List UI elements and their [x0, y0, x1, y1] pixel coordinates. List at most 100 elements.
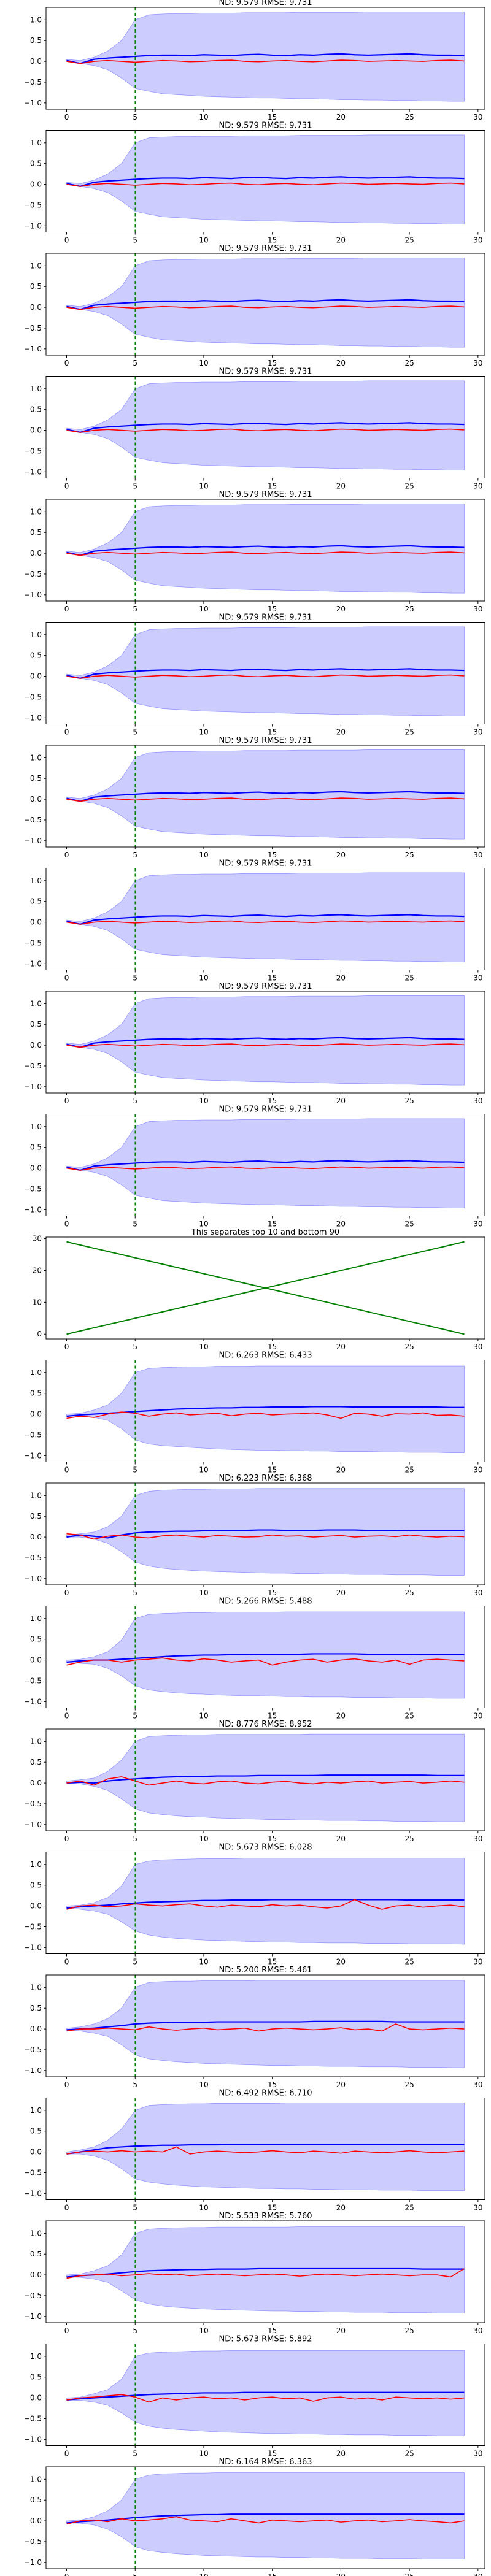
target-line [66, 1899, 465, 1910]
y-tick-label: 0.0 [30, 303, 42, 312]
y-tick-label: 1.0 [30, 261, 42, 270]
y-tick-label: −1.0 [24, 1697, 42, 1706]
chart-panel-2: ND: 9.579 RMSE: 9.731 0 5 10 15 20 25 30 −1.0 −0.… [24, 121, 485, 245]
axes-frame [45, 1728, 485, 1831]
x-tick-label: 30 [473, 2326, 482, 2335]
x-tick-label: 5 [133, 1712, 137, 1720]
chart-title: ND: 9.579 RMSE: 9.731 [218, 613, 312, 623]
target-line [66, 551, 465, 556]
y-tick-label: 0.5 [30, 1512, 42, 1520]
x-tick-label: 5 [133, 359, 137, 367]
confidence-band [66, 12, 465, 102]
axes-frame [45, 1360, 485, 1462]
confidence-band [66, 1488, 465, 1576]
x-tick-label: 10 [199, 1712, 208, 1720]
x-tick-label: 15 [268, 1589, 277, 1597]
chart-title: ND: 5.673 RMSE: 5.892 [218, 2335, 312, 2344]
confidence-band [66, 626, 465, 717]
chart-panel-18: ND: 6.492 RMSE: 6.710 0 5 10 15 20 25 30 −1.0 −0.… [24, 2089, 485, 2212]
axes-frame [45, 1606, 485, 1708]
y-tick-label: 1.0 [30, 1491, 42, 1500]
x-tick-label: 5 [133, 2326, 137, 2335]
y-tick-label: 1.0 [30, 1983, 42, 1991]
x-tick-label: 5 [133, 1220, 137, 1229]
x-tick-label: 25 [404, 2080, 414, 2089]
prediction-line [66, 791, 465, 802]
chart-panel-16: ND: 5.673 RMSE: 6.028 0 5 10 15 20 25 30 −1.0 −0.… [24, 1843, 485, 1966]
x-tick-label: 5 [133, 482, 137, 491]
confidence-band [66, 1611, 465, 1699]
y-tick-label: −1.0 [24, 1574, 42, 1583]
confidence-band [66, 134, 465, 225]
y-tick-label: −0.5 [24, 570, 42, 578]
x-tick-label: 5 [133, 1589, 137, 1597]
x-tick-label: 30 [473, 2080, 482, 2089]
x-tick-label: 20 [336, 359, 346, 367]
y-tick-label: 10 [33, 1298, 42, 1306]
y-tick-label: 0.5 [30, 1881, 42, 1890]
confidence-band [66, 872, 465, 963]
y-tick-label: 0.5 [30, 2004, 42, 2012]
y-tick-label: 0.5 [30, 2373, 42, 2382]
x-tick-label: 20 [336, 1589, 346, 1597]
x-tick-label: 10 [199, 359, 208, 367]
x-tick-label: 20 [336, 1343, 346, 1351]
confidence-band [66, 995, 465, 1086]
axes-frame [45, 253, 485, 356]
y-tick-label: 1.0 [30, 1737, 42, 1746]
x-tick-label: 15 [268, 728, 277, 737]
y-tick-label: 0.5 [30, 2250, 42, 2258]
x-tick-label: 20 [336, 482, 346, 491]
y-tick-label: 0.0 [30, 2025, 42, 2033]
x-tick-label: 25 [404, 1712, 414, 1720]
chart-panel-19: ND: 5.533 RMSE: 5.760 0 5 10 15 20 25 30 −1.0 −0.… [24, 2212, 485, 2335]
chart-title: ND: 6.164 RMSE: 6.363 [218, 2458, 312, 2467]
prediction-line [66, 668, 465, 680]
chart-title: ND: 5.266 RMSE: 5.488 [218, 1597, 312, 1606]
x-tick-label: 0 [64, 1343, 69, 1351]
y-tick-label: −1.0 [24, 2558, 42, 2567]
x-tick-label: 10 [199, 2326, 208, 2335]
x-tick-label: 25 [404, 1834, 414, 1843]
x-tick-label: 20 [336, 851, 346, 859]
x-tick-label: 5 [133, 605, 137, 613]
x-tick-label: 10 [199, 2572, 208, 2576]
x-tick-label: 25 [404, 113, 414, 121]
y-tick-label: 0.0 [30, 2148, 42, 2156]
chart-panel-20: ND: 5.673 RMSE: 5.892 0 5 10 15 20 25 30 −1.0 −0.… [24, 2335, 485, 2458]
x-tick-label: 10 [199, 1343, 208, 1351]
x-tick-label: 5 [133, 974, 137, 983]
chart-panel-9: ND: 9.579 RMSE: 9.731 0 5 10 15 20 25 30 −1.0 −0.… [24, 982, 485, 1105]
target-line [66, 1657, 465, 1666]
x-tick-label: 25 [404, 482, 414, 491]
chart-title: This separates top 10 and bottom 90 [191, 1228, 339, 1237]
x-tick-label: 15 [268, 2572, 277, 2576]
chart-panel-13: ND: 6.223 RMSE: 6.368 0 5 10 15 20 25 30 −1.0 −0.… [24, 1474, 485, 1597]
chart-panel-6: ND: 9.579 RMSE: 9.731 0 5 10 15 20 25 30 −1.0 −0.… [24, 613, 485, 737]
x-tick-label: 20 [336, 1220, 346, 1229]
y-tick-label: 0.5 [30, 2127, 42, 2136]
chart-title: ND: 9.579 RMSE: 9.731 [218, 982, 312, 991]
target-line [66, 1166, 465, 1171]
x-tick-label: 20 [336, 1958, 346, 1966]
axes-frame [45, 1114, 485, 1216]
x-tick-label: 30 [473, 1466, 482, 1474]
y-tick-label: 1.0 [30, 2475, 42, 2483]
prediction-line [66, 299, 465, 310]
x-tick-label: 20 [336, 974, 346, 983]
x-tick-label: 15 [268, 113, 277, 121]
chart-title: ND: 5.673 RMSE: 6.028 [218, 1843, 312, 1852]
y-tick-label: 1.0 [30, 2229, 42, 2237]
y-tick-label: 1.0 [30, 1860, 42, 1869]
x-tick-label: 20 [336, 1712, 346, 1720]
x-tick-label: 0 [64, 1220, 69, 1229]
x-tick-label: 10 [199, 1466, 208, 1474]
prediction-line [66, 1037, 465, 1048]
y-tick-label: 0.0 [30, 1533, 42, 1541]
x-tick-label: 30 [473, 2204, 482, 2212]
chart-panel-15: ND: 8.776 RMSE: 8.952 0 5 10 15 20 25 30 −1.0 −0.… [24, 1720, 485, 1843]
axes-frame [45, 1974, 485, 2077]
axes-frame [45, 1482, 485, 1585]
x-tick-label: 0 [64, 113, 69, 121]
y-tick-label: −0.5 [24, 1062, 42, 1070]
